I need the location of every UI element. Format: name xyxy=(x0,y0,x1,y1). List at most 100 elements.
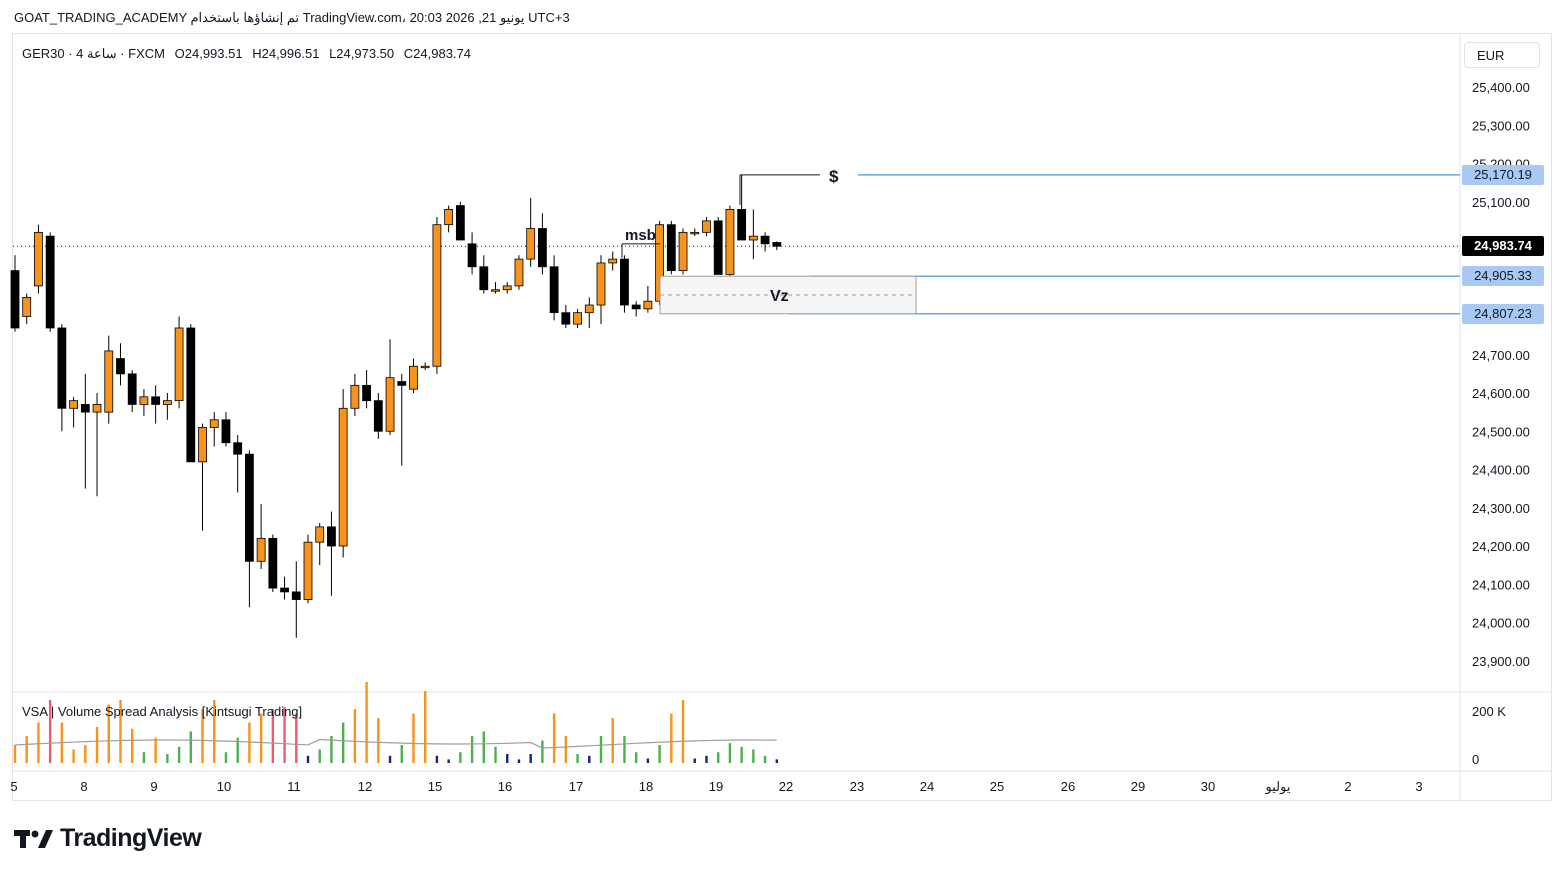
legend-high: H24,996.51 xyxy=(252,46,320,61)
volume-bar xyxy=(248,722,251,763)
candle-body xyxy=(631,304,641,310)
volume-bar xyxy=(447,759,450,763)
vsa-indicator-title[interactable]: VSA | Volume Spread Analysis [Kintsugi T… xyxy=(22,704,303,719)
y-tick-label: 24,700.00 xyxy=(1472,348,1530,363)
candle-body xyxy=(186,327,196,463)
volume-bar xyxy=(470,736,474,763)
candle-body xyxy=(573,312,582,325)
y-tick-label: 24,100.00 xyxy=(1472,577,1530,592)
candle-body xyxy=(139,396,149,405)
candle-body xyxy=(748,235,758,241)
candle-body xyxy=(10,270,20,329)
volume-bar xyxy=(435,755,439,763)
volume-bar xyxy=(599,736,603,763)
volume-bar xyxy=(377,718,380,763)
candle-body xyxy=(57,327,67,409)
candle-body xyxy=(643,300,653,310)
candle-body xyxy=(45,235,55,329)
candle-body xyxy=(596,262,606,306)
candle-body xyxy=(373,400,383,432)
volume-bar xyxy=(306,755,310,763)
x-tick-label: 3 xyxy=(1415,779,1422,794)
x-tick-label: 10 xyxy=(217,779,231,794)
volume-bar xyxy=(552,713,556,763)
candle-body xyxy=(22,296,32,317)
y-tick-label: 24,600.00 xyxy=(1472,386,1530,401)
candle-body xyxy=(268,537,278,589)
volume-bar xyxy=(529,754,532,763)
tradingview-logo[interactable]: TradingView xyxy=(14,824,202,853)
candle-body xyxy=(198,427,207,463)
volume-bar xyxy=(201,709,204,763)
volume-bar xyxy=(213,700,216,763)
volume-bar xyxy=(400,745,403,763)
candle-body xyxy=(256,537,266,562)
volume-bar xyxy=(763,755,767,763)
volume-bar xyxy=(341,722,345,763)
candle-body xyxy=(690,231,700,235)
volume-bar xyxy=(142,752,146,763)
volume-zero-label: 0 xyxy=(1472,752,1480,767)
volume-bar xyxy=(295,713,298,763)
volume-bar xyxy=(459,752,462,763)
candle-body xyxy=(209,419,219,428)
candle-body xyxy=(514,258,524,287)
volume-bar xyxy=(271,709,275,763)
volume-bar xyxy=(717,752,720,763)
x-tick-label: 18 xyxy=(639,779,653,794)
candle-body xyxy=(584,304,594,314)
x-tick-label: 5 xyxy=(10,779,17,794)
volume-bar xyxy=(588,755,591,763)
volume-bar xyxy=(740,746,743,763)
x-tick-label: 26 xyxy=(1061,779,1075,794)
volume-bar xyxy=(634,752,638,763)
candle-body xyxy=(69,400,78,409)
volume-bar xyxy=(283,707,286,763)
volume-bar xyxy=(541,740,544,763)
x-tick-label: 16 xyxy=(498,779,512,794)
candle-body xyxy=(702,220,711,233)
candle-body xyxy=(444,208,454,226)
x-tick-label: 9 xyxy=(150,779,157,794)
x-tick-label: 15 xyxy=(428,779,442,794)
candle-body xyxy=(608,258,618,264)
volume-bar xyxy=(177,746,181,763)
volume-bar xyxy=(681,700,685,763)
candle-body xyxy=(127,373,137,405)
volume-bar xyxy=(646,758,650,763)
candle-body xyxy=(327,526,336,547)
candle-body xyxy=(174,327,184,402)
x-tick-label: 22 xyxy=(779,779,793,794)
candle-body xyxy=(760,235,770,245)
volume-bar xyxy=(658,745,661,763)
volume-bar xyxy=(166,754,169,763)
legend-symbol: GER30 · 4 ساعة · FXCM xyxy=(22,46,166,61)
volume-bar xyxy=(388,755,392,763)
volume-bar xyxy=(189,731,192,763)
volume-bar xyxy=(318,749,321,763)
vz-label: Vz xyxy=(770,288,789,305)
volume-bar xyxy=(693,758,696,763)
brand-name: TradingView xyxy=(60,824,202,852)
candle-body xyxy=(620,258,629,306)
volume-moving-average xyxy=(14,738,777,749)
candle-body xyxy=(350,384,360,409)
chart-header: GOAT_TRADING_ACADEMY تم إنشاؤها باستخدام… xyxy=(14,10,570,25)
candle-body xyxy=(666,224,676,271)
volume-bar xyxy=(107,704,110,763)
level-price-tag: 24,807.23 xyxy=(1462,303,1544,324)
x-tick-label: 25 xyxy=(990,779,1004,794)
x-tick-label: 17 xyxy=(569,779,583,794)
candle-body xyxy=(737,208,747,241)
volume-bar xyxy=(728,743,732,763)
volume-bar xyxy=(752,749,755,763)
volume-bar xyxy=(131,728,134,763)
y-tick-label: 25,100.00 xyxy=(1472,195,1530,210)
chart-frame xyxy=(12,33,1552,801)
y-tick-label: 24,300.00 xyxy=(1472,501,1530,516)
volume-bar xyxy=(412,713,415,763)
candle-body xyxy=(385,377,395,432)
candle-body xyxy=(561,312,571,325)
currency-button[interactable]: EUR xyxy=(1464,42,1540,68)
